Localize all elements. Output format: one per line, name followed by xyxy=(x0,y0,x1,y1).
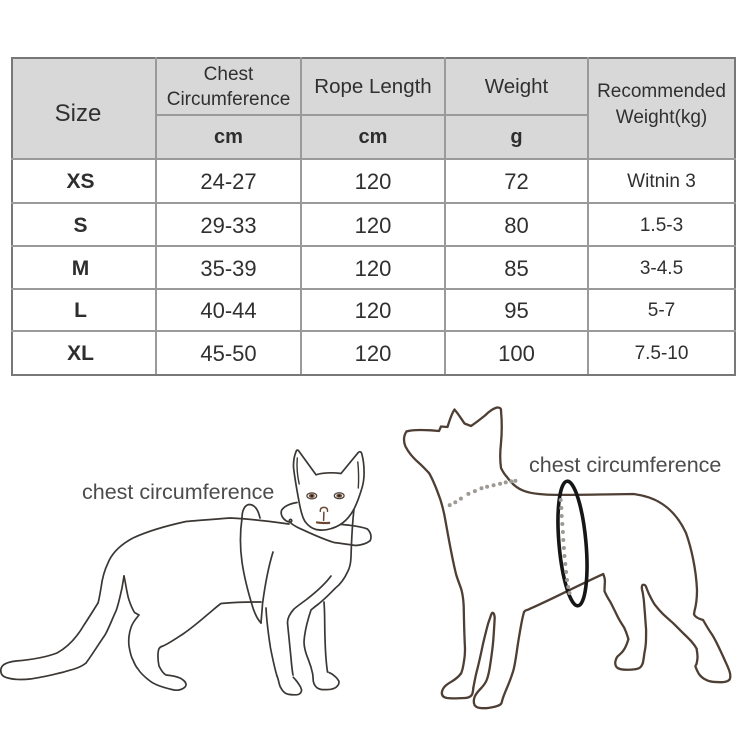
svg-text:chest circumference: chest circumference xyxy=(529,453,721,477)
svg-text:chest circumference: chest circumference xyxy=(82,480,274,504)
